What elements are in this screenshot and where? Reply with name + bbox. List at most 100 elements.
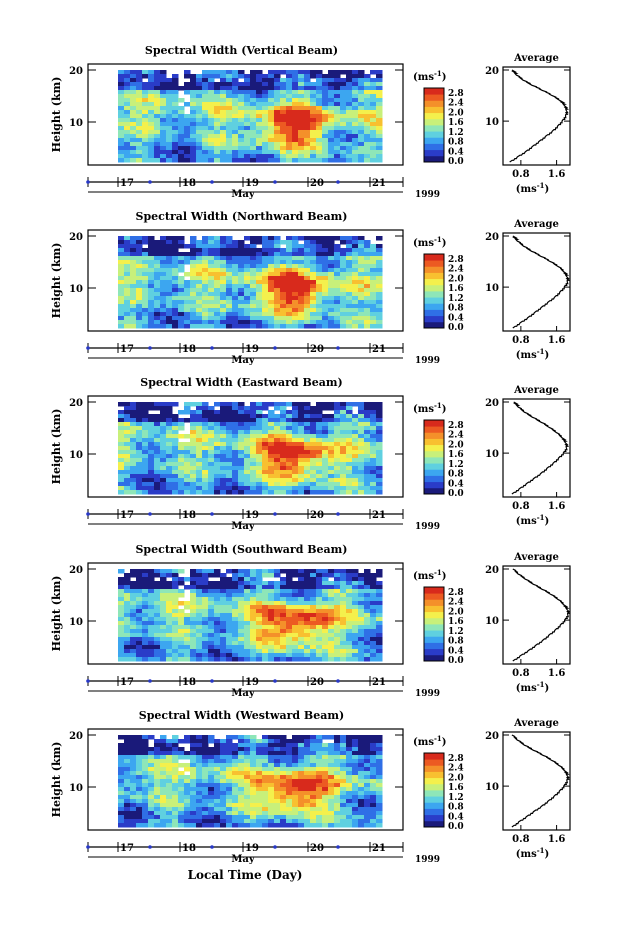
heatmap-cell: [226, 402, 233, 407]
heatmap-cell: [142, 308, 149, 313]
heatmap-cell: [262, 767, 269, 772]
heatmap-cell: [334, 585, 341, 590]
heatmap-cell: [196, 735, 203, 740]
heatmap-cell: [136, 320, 143, 325]
heatmap-cell: [370, 653, 377, 658]
heatmap-cell: [304, 118, 311, 123]
heatmap-cell: [184, 126, 191, 131]
heatmap-cell: [208, 478, 215, 483]
heatmap-cell: [292, 747, 299, 752]
heatmap-cell: [274, 466, 281, 471]
heatmap-cell: [124, 807, 131, 812]
heatmap-cell: [280, 324, 287, 329]
heatmap-cell: [148, 819, 155, 824]
heatmap-cell: [316, 414, 323, 419]
heatmap-cell: [238, 82, 245, 87]
heatmap-cell: [178, 581, 185, 586]
heatmap-cell: [196, 252, 203, 257]
heatmap-cell: [304, 410, 311, 415]
heatmap-cell: [148, 438, 155, 443]
heatmap-cell: [292, 442, 299, 447]
heatmap-cell: [232, 573, 239, 578]
heatmap-cell: [334, 482, 341, 487]
heatmap-cell: [352, 134, 359, 139]
heatmap-cell: [142, 426, 149, 431]
heatmap-cell: [310, 434, 317, 439]
heatmap-cell: [250, 118, 257, 123]
heatmap-cell: [364, 633, 371, 638]
heatmap-cell: [238, 86, 245, 91]
heatmap-cell: [292, 256, 299, 261]
heatmap-cell: [268, 573, 275, 578]
heatmap-cell: [160, 589, 167, 594]
heatmap-cell: [364, 573, 371, 578]
heatmap-cell: [334, 446, 341, 451]
heatmap-cell: [148, 823, 155, 828]
heatmap-cell: [346, 264, 353, 269]
heatmap-cell: [280, 617, 287, 622]
heatmap-cell: [334, 414, 341, 419]
heatmap-cell: [238, 573, 245, 578]
heatmap-cell: [130, 70, 137, 75]
heatmap-cell: [196, 759, 203, 764]
heatmap-cell: [304, 482, 311, 487]
heatmap-cell: [202, 454, 209, 459]
heatmap-cell: [286, 300, 293, 305]
heatmap-cell: [118, 74, 125, 79]
heatmap-cell: [376, 426, 383, 431]
heatmap-cell: [130, 763, 137, 768]
heatmap-cell: [328, 154, 335, 159]
heatmap-cell: [304, 759, 311, 764]
heatmap-cell: [268, 605, 275, 610]
heatmap-cell: [298, 78, 305, 83]
heatmap-cell: [184, 641, 191, 646]
heatmap-cell: [346, 605, 353, 610]
heatmap-cell: [280, 256, 287, 261]
heatmap-cell: [352, 102, 359, 107]
heatmap-cell: [244, 288, 251, 293]
heatmap-cell: [226, 430, 233, 435]
heatmap-cell: [304, 240, 311, 245]
heatmap-cell: [190, 252, 197, 257]
heatmap-cell: [364, 462, 371, 467]
heatmap-cell: [178, 142, 185, 147]
heatmap-cell: [184, 823, 191, 828]
heatmap-cell: [148, 486, 155, 491]
heatmap-cell: [130, 478, 137, 483]
heatmap-cell: [286, 410, 293, 415]
heatmap-cell: [202, 657, 209, 662]
heatmap-cell: [178, 260, 185, 265]
heatmap-cell: [190, 154, 197, 159]
heatmap-cell: [130, 312, 137, 317]
heatmap-cell: [130, 244, 137, 249]
colorbar-tick-label: 2.0: [448, 108, 464, 118]
heatmap-cell: [250, 406, 257, 411]
heatmap-cell: [154, 815, 161, 820]
heatmap-cell: [262, 633, 269, 638]
heatmap-cell: [166, 739, 173, 744]
heatmap-cell: [142, 637, 149, 642]
heatmap-cell: [262, 126, 269, 131]
heatmap-cell: [358, 284, 365, 289]
heatmap-cell: [160, 308, 167, 313]
heatmap-cell: [172, 106, 179, 111]
heatmap-cell: [304, 474, 311, 479]
heatmap-cell: [280, 308, 287, 313]
heatmap-cell: [286, 815, 293, 820]
heatmap-cell: [130, 751, 137, 756]
heatmap-cell: [358, 645, 365, 650]
colorbar-tick-label: 0.0: [448, 323, 464, 333]
heatmap-cell: [328, 70, 335, 75]
heatmap-cell: [130, 585, 137, 590]
unit-text: (ms: [516, 350, 537, 361]
heatmap-cell: [190, 787, 197, 792]
heatmap-cell: [166, 106, 173, 111]
heatmap-cell: [166, 252, 173, 257]
heatmap-cell: [328, 474, 335, 479]
heatmap-cell: [208, 597, 215, 602]
heatmap-cell: [262, 747, 269, 752]
heatmap-cell: [292, 70, 299, 75]
heatmap-cell: [316, 426, 323, 431]
heatmap-cell: [238, 296, 245, 301]
heatmap-cell: [220, 146, 227, 151]
